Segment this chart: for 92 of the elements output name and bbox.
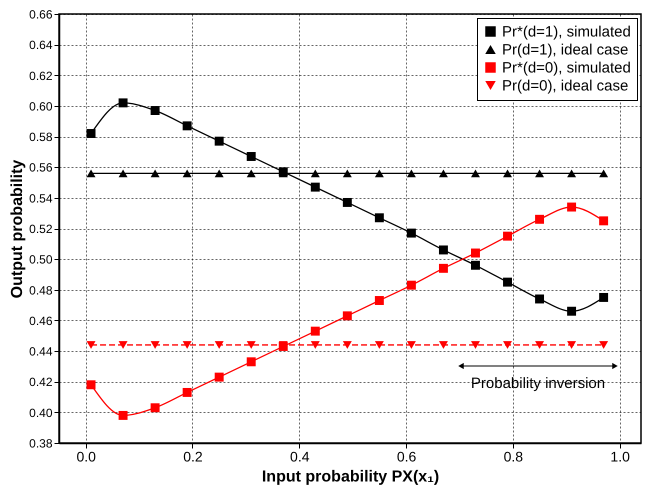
x-tick-label: 0.4 bbox=[290, 448, 310, 464]
y-tick-label: 0.52 bbox=[29, 222, 53, 236]
point bbox=[438, 341, 448, 349]
point bbox=[118, 410, 128, 420]
point bbox=[150, 106, 160, 115]
annotation: Probability inversion bbox=[470, 375, 606, 392]
point bbox=[599, 216, 608, 226]
point bbox=[150, 169, 160, 178]
point bbox=[503, 278, 512, 287]
point bbox=[246, 357, 256, 366]
point bbox=[471, 169, 480, 178]
y-tick-label: 0.66 bbox=[29, 8, 53, 22]
y-tick-label: 0.62 bbox=[29, 68, 53, 83]
point bbox=[342, 311, 352, 320]
point bbox=[182, 169, 192, 178]
y-tick-label: 0.48 bbox=[29, 283, 53, 298]
point bbox=[310, 341, 320, 349]
point bbox=[182, 388, 192, 397]
y-tick-label: 0.64 bbox=[29, 38, 53, 52]
point bbox=[214, 136, 224, 146]
legend-label: Pr(d=1), ideal case bbox=[502, 42, 628, 58]
point bbox=[438, 245, 448, 254]
point bbox=[86, 169, 96, 178]
legend-label: Pr(d=0), ideal case bbox=[502, 78, 628, 94]
x-axis-title: Input probability PX(x₁) bbox=[262, 468, 440, 486]
point bbox=[535, 341, 544, 349]
point bbox=[342, 198, 352, 207]
point bbox=[438, 169, 448, 178]
y-tick-label: 0.50 bbox=[29, 252, 53, 267]
point bbox=[374, 213, 384, 222]
point bbox=[471, 341, 480, 349]
point bbox=[503, 341, 512, 349]
point bbox=[374, 169, 384, 178]
y-tick-label: 0.44 bbox=[29, 344, 53, 359]
y-tick-label: 0.54 bbox=[29, 191, 53, 206]
point bbox=[118, 341, 128, 349]
point bbox=[214, 372, 224, 382]
point bbox=[535, 169, 544, 178]
point bbox=[503, 169, 512, 178]
point bbox=[599, 169, 608, 178]
point bbox=[406, 228, 416, 238]
point bbox=[567, 169, 576, 178]
y-tick-label: 0.60 bbox=[29, 99, 53, 114]
y-tick-label: 0.46 bbox=[29, 314, 53, 328]
y-tick-label: 0.42 bbox=[29, 375, 53, 390]
point bbox=[406, 341, 416, 349]
point bbox=[599, 292, 608, 302]
point bbox=[182, 341, 192, 349]
x-tick-label: 0.8 bbox=[504, 448, 524, 464]
y-axis-title: Output probability bbox=[9, 160, 26, 298]
point bbox=[182, 121, 192, 130]
point bbox=[118, 169, 128, 178]
point bbox=[214, 169, 224, 178]
point bbox=[214, 341, 224, 349]
legend-label: Pr*(d=0), simulated bbox=[502, 60, 631, 76]
point bbox=[118, 98, 128, 108]
point bbox=[246, 341, 256, 349]
legend-label: Pr*(d=1), simulated bbox=[502, 24, 631, 40]
point bbox=[406, 280, 416, 290]
point bbox=[438, 264, 448, 273]
point bbox=[342, 169, 352, 178]
point bbox=[246, 169, 256, 178]
point bbox=[471, 260, 480, 270]
point bbox=[567, 202, 576, 212]
point bbox=[567, 306, 576, 316]
point bbox=[535, 214, 544, 224]
x-tick-label: 0.6 bbox=[396, 448, 417, 464]
point bbox=[535, 294, 544, 304]
point bbox=[567, 341, 576, 349]
y-tick-label: 0.38 bbox=[29, 436, 53, 450]
y-tick-label: 0.40 bbox=[29, 406, 53, 420]
x-tick-label: 1.0 bbox=[610, 448, 630, 464]
y-tick-label: 0.58 bbox=[29, 130, 53, 144]
point bbox=[310, 326, 320, 336]
point bbox=[86, 341, 96, 349]
point bbox=[86, 380, 96, 390]
x-tick-label: 0.2 bbox=[183, 448, 203, 464]
point bbox=[246, 152, 256, 161]
point bbox=[471, 248, 480, 258]
point bbox=[342, 341, 352, 349]
point bbox=[374, 296, 384, 305]
point bbox=[503, 232, 512, 241]
point bbox=[150, 403, 160, 412]
point bbox=[406, 169, 416, 178]
point bbox=[374, 341, 384, 349]
point bbox=[310, 182, 320, 192]
point bbox=[599, 341, 608, 349]
y-tick-label: 0.56 bbox=[29, 160, 53, 175]
point bbox=[150, 341, 160, 349]
x-tick-label: 0.0 bbox=[76, 448, 96, 464]
point bbox=[86, 129, 96, 138]
point bbox=[310, 169, 320, 178]
